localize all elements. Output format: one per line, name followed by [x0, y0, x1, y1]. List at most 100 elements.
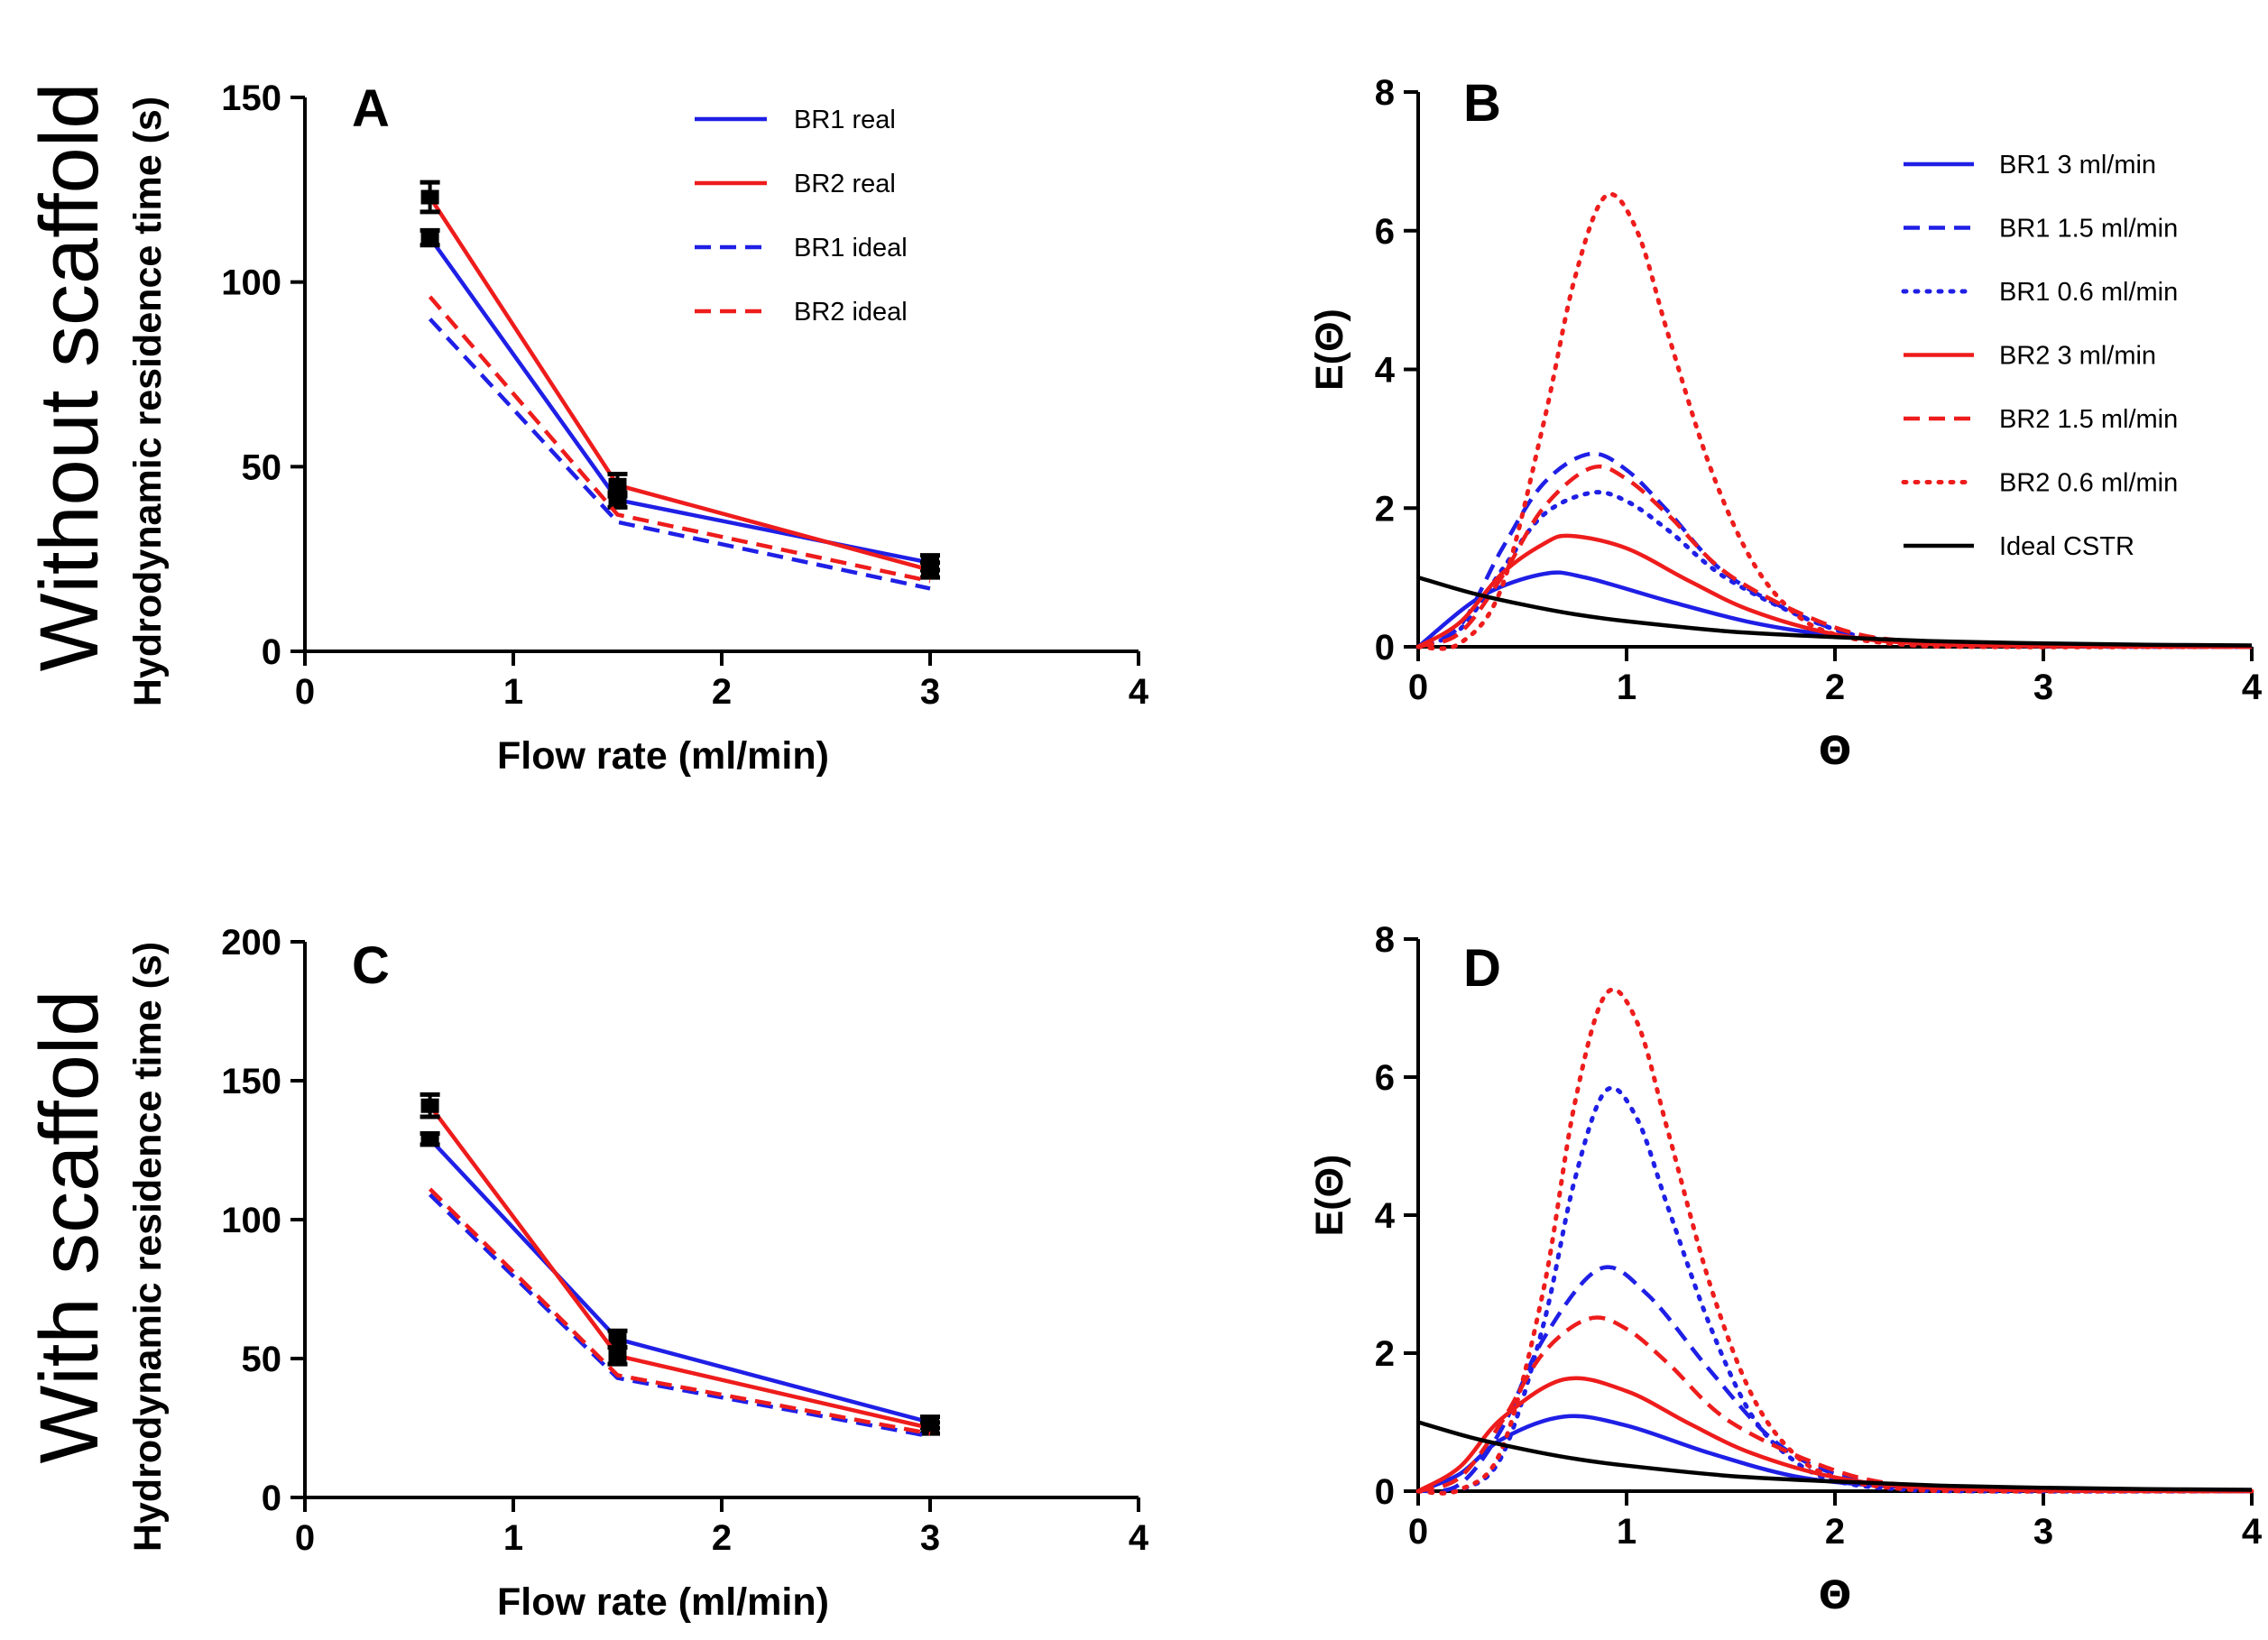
panel-a-x-tick-label: 3	[920, 672, 940, 712]
panel-d-series-br2-0-6-ml-min-line	[1415, 987, 2254, 1496]
panel-b-x-tick-label: 3	[2033, 668, 2053, 707]
panel-d-x-axis-title: Θ	[1819, 1573, 1852, 1618]
panel-b-y-axis-title: E(Θ)	[1308, 309, 1351, 391]
legend-label-br2-ideal: BR2 ideal	[794, 298, 908, 327]
panel-c-y-tick-label: 0	[262, 1479, 281, 1518]
panel-b-series-br2-0-6-ml-min-line	[1415, 191, 2254, 651]
panel-b-letter: B	[1463, 74, 1501, 133]
panel-b-x-axis-title: Θ	[1819, 729, 1852, 774]
panel-d-y-tick-label: 2	[1375, 1334, 1395, 1374]
panel-d-series-br1-0-6-ml-min-line	[1415, 1085, 2254, 1496]
panel-b-legend: BR1 3 ml/min BR1 1.5 ml/min BR1 0.6 ml/min…	[1901, 151, 2178, 561]
panel-b-y-tick-label: 8	[1375, 73, 1395, 113]
panel-d-x-tick-label: 0	[1408, 1512, 1428, 1552]
legend-label-br1-0-6-ml-min: BR1 0.6 ml/min	[1999, 278, 2178, 307]
panel-c-series-br2-real-error-bar	[419, 1092, 440, 1119]
panel-a-series-br2-real-point-marker	[608, 477, 627, 493]
panel-a-series-br2-real-error-bar	[920, 560, 940, 580]
panel-a-legend: BR1 real BR2 real BR1 ideal BR2 ideal	[695, 106, 908, 327]
panel-c-y-axis-title: Hydrodynamic residence time (s)	[126, 942, 170, 1552]
panel-d-y-tick-label: 6	[1375, 1058, 1395, 1098]
panel-b-x-tick-label: 1	[1617, 668, 1636, 707]
panel-b-series-ideal-cstr-line	[1417, 575, 2253, 648]
panel-c-x-axis-title: Flow rate (ml/min)	[497, 1580, 829, 1624]
legend-label-br2-3-ml-min: BR2 3 ml/min	[1999, 342, 2156, 371]
panel-c-series-br2-real-point-marker	[420, 1098, 439, 1113]
panel-a-series-br1-real-error-bar	[419, 227, 440, 248]
panel-a-letter: A	[352, 79, 390, 138]
panel-d-rtd-chart: 0 2 4 6 8 0 1 2 3 4 Θ E(Θ) D	[1308, 920, 2263, 1618]
panel-c-series-br1-real-line	[428, 1138, 931, 1424]
panel-c-x-tick-label: 1	[503, 1518, 523, 1558]
legend-label-br1-real: BR1 real	[794, 106, 896, 134]
panel-d-y-tick-label: 0	[1375, 1472, 1395, 1512]
panel-c-letter: C	[352, 936, 390, 995]
panel-d-series-br2-1-5-ml-min-line	[1417, 1315, 2253, 1494]
panel-c-series-br2-ideal-line	[429, 1187, 931, 1436]
panel-a-series-br2-real-point-marker	[921, 562, 939, 577]
panel-a-y-tick-label: 150	[221, 78, 281, 118]
panel-a-x-tick-label: 2	[712, 672, 732, 712]
panel-c-y-tick-label: 200	[221, 923, 281, 963]
panel-c-x-tick-label: 4	[1129, 1518, 1149, 1558]
legend-label-br1-3-ml-min: BR1 3 ml/min	[1999, 151, 2156, 180]
panel-a-y-axis-title: Hydrodynamic residence time (s)	[126, 97, 170, 706]
panel-d-series-br1-1-5-ml-min-line	[1417, 1265, 2253, 1494]
panel-b-y-tick-label: 0	[1375, 628, 1395, 668]
panel-c-series-br2-real-error-bar	[607, 1345, 628, 1367]
panel-c-y-tick-label: 50	[242, 1340, 282, 1379]
panel-c-series-br1-real-point-marker	[608, 1331, 627, 1347]
panel-c-y-tick-label: 100	[221, 1201, 281, 1240]
panel-b-series-br2-1-5-ml-min-line	[1417, 464, 2253, 650]
panel-a-series-br2-real-error-bar	[607, 472, 628, 499]
panel-d-x-tick-label: 1	[1617, 1512, 1636, 1552]
panel-a-x-tick-label: 0	[295, 672, 315, 712]
panel-a-x-tick-label: 1	[503, 672, 523, 712]
panel-a-residence-time-chart: 0 50 100 150 0 1 2 3 4 Flow rate (ml/min) Hydrodyn…	[126, 78, 1149, 778]
panel-a-x-tick-label: 4	[1129, 672, 1149, 712]
panel-b-x-tick-label: 0	[1408, 668, 1428, 707]
panel-a-series-br1-real-point-marker	[420, 230, 439, 245]
panel-d-series-br2-3-ml-min-line	[1416, 1376, 2253, 1494]
panel-c-series-br1-ideal-line	[429, 1193, 931, 1439]
panel-b-series-br1-0-6-ml-min-line	[1415, 490, 2254, 650]
panel-a-x-axis-title: Flow rate (ml/min)	[497, 734, 829, 778]
panel-a-y-tick-label: 100	[221, 263, 281, 303]
legend-label-ideal-cstr: Ideal CSTR	[1999, 532, 2134, 561]
panel-b-x-tick-label: 4	[2242, 668, 2263, 707]
panel-d-letter: D	[1463, 939, 1501, 998]
panel-d-x-tick-label: 4	[2242, 1512, 2263, 1552]
panel-c-residence-time-chart: 0 50 100 150 200 0 1 2 3 4 Flow rate (ml/min) Hydro…	[126, 923, 1149, 1624]
panel-a-series-br2-ideal-line	[428, 295, 931, 584]
legend-label-br2-0-6-ml-min: BR2 0.6 ml/min	[1999, 469, 2178, 498]
panel-d-y-axis-title: E(Θ)	[1308, 1155, 1351, 1237]
legend-label-br2-real: BR2 real	[794, 170, 896, 198]
panel-c-x-tick-label: 3	[920, 1518, 940, 1558]
panel-b-rtd-chart: 0 2 4 6 8 0 1 2 3 4 Θ E(Θ) B BR1 3 ml/min BR1 1.5 ml/m…	[1308, 73, 2263, 774]
panel-c-series-br1-real-point-marker	[420, 1131, 439, 1147]
panel-c-x-tick-label: 0	[295, 1518, 315, 1558]
panel-a-y-tick-label: 0	[262, 632, 281, 672]
panel-c-x-tick-label: 2	[712, 1518, 732, 1558]
panel-c-series-br1-real-error-bar	[419, 1131, 440, 1147]
panel-a-series-br2-real-point-marker	[420, 189, 439, 205]
row-label-with-scaffold: With scaffold	[23, 990, 115, 1464]
panel-a-y-tick-label: 50	[242, 447, 282, 487]
panel-d-y-tick-label: 8	[1375, 920, 1395, 960]
panel-d-x-tick-label: 3	[2033, 1512, 2053, 1552]
panel-c-series-br2-real-point-marker	[921, 1421, 939, 1435]
legend-label-br1-ideal: BR1 ideal	[794, 234, 908, 263]
panel-b-y-tick-label: 4	[1375, 351, 1396, 391]
panel-c-series-br2-real-point-marker	[608, 1348, 627, 1363]
panel-c-y-tick-label: 150	[221, 1062, 281, 1101]
panel-b-x-tick-label: 2	[1825, 668, 1845, 707]
legend-label-br2-1-5-ml-min: BR2 1.5 ml/min	[1999, 405, 2178, 434]
legend-label-br1-1-5-ml-min: BR1 1.5 ml/min	[1999, 215, 2178, 244]
panel-d-series-ideal-cstr-line	[1417, 1420, 2253, 1492]
panel-b-y-tick-label: 6	[1375, 212, 1395, 252]
row-label-without-scaffold: Without scaffold	[23, 83, 115, 672]
panel-a-series-br2-real-error-bar	[419, 180, 440, 215]
panel-d-x-tick-label: 2	[1825, 1512, 1845, 1552]
panel-a-series-br1-ideal-line	[428, 318, 931, 591]
